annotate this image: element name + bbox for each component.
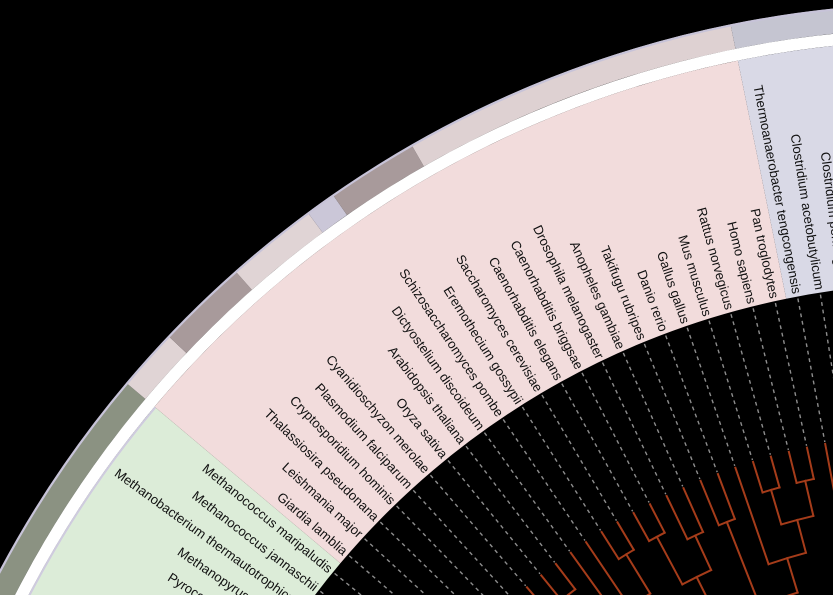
branch-leaf-11[interactable] (539, 573, 561, 595)
branch-leaf-25[interactable] (769, 455, 781, 489)
leaf-connector-6 (364, 538, 427, 595)
dashed-connector-lines (319, 294, 833, 595)
cladogram-branches (525, 442, 833, 595)
branch-internal[interactable] (655, 535, 684, 586)
branch-leaf-23[interactable] (734, 466, 770, 566)
branch-leaf-22[interactable] (716, 472, 737, 521)
ring-segment-0 (0, 382, 146, 595)
branch-leaf-19[interactable] (665, 494, 689, 541)
leaf-connector-14 (502, 419, 586, 541)
leaf-connector-8 (396, 505, 484, 595)
branch-leaf-14[interactable] (584, 540, 630, 595)
wedge-eukaryota (154, 60, 787, 564)
leaf-connector-15 (521, 406, 602, 531)
outer-color-strip-ring (0, 8, 833, 595)
branch-internal[interactable] (695, 575, 736, 595)
branch-leaf-26[interactable] (787, 450, 798, 485)
archaea-wedge-outer-line (28, 406, 157, 595)
branch-leaf-12[interactable] (554, 562, 577, 591)
leaf-connector-5 (348, 555, 396, 595)
branch-internal[interactable] (803, 479, 815, 518)
leaf-connector-17 (561, 383, 634, 512)
branch-internal[interactable] (725, 520, 760, 595)
branch-arc[interactable] (630, 592, 652, 595)
ring-segment-3 (235, 212, 323, 290)
branch-internal[interactable] (769, 488, 783, 526)
leaf-connector-28 (797, 298, 826, 443)
leaf-connector-9 (412, 489, 510, 595)
ring-segment-2 (168, 271, 252, 354)
leaf-connector-13 (483, 432, 571, 552)
leaf-connector-26 (752, 308, 790, 451)
leaf-connector-27 (774, 302, 808, 446)
leaf-connector-20 (622, 352, 684, 487)
ring-segment-6 (411, 24, 736, 167)
branch-leaf-17[interactable] (632, 511, 651, 543)
ring-segment-5 (332, 144, 424, 216)
branch-leaf-15[interactable] (600, 530, 621, 561)
leaf-connector-21 (643, 343, 701, 480)
leaf-connector-7 (379, 521, 457, 595)
leaf-connector-19 (601, 362, 667, 495)
branch-leaf-20[interactable] (682, 486, 705, 534)
leaf-connector-29 (819, 294, 833, 379)
branch-leaf-28[interactable] (824, 442, 833, 535)
branch-leaf-13[interactable] (569, 551, 713, 595)
ring-segment-1 (126, 335, 187, 399)
branch-leaf-18[interactable] (648, 502, 667, 535)
branch-internal[interactable] (624, 553, 652, 595)
leaf-connector-4 (334, 572, 363, 595)
leaf-connector-25 (730, 313, 772, 455)
leaf-connector-16 (541, 394, 618, 521)
branch-leaf-21[interactable] (699, 479, 721, 527)
branch-internal[interactable] (796, 518, 808, 555)
leaf-connector-18 (581, 372, 650, 503)
wedge-archaea (28, 406, 341, 595)
taxonomy-wedges (28, 45, 833, 595)
ring-segment-7 (730, 8, 833, 49)
wedge-bacteria (737, 45, 833, 299)
ring-outer-border-line (0, 8, 833, 575)
branch-internal[interactable] (785, 556, 799, 594)
leaf-connector-22 (665, 335, 718, 473)
branch-leaf-24[interactable] (751, 460, 764, 494)
leaf-connector-12 (465, 445, 556, 563)
leaf-connector-24 (708, 320, 754, 461)
leaf-connector-23 (686, 327, 736, 467)
branch-leaf-27[interactable] (805, 446, 815, 481)
leaf-connector-10 (429, 474, 527, 587)
ring-segment-4 (307, 194, 347, 233)
branch-arc[interactable] (760, 591, 799, 595)
leaf-connector-11 (447, 459, 541, 575)
branch-leaf-16[interactable] (616, 520, 636, 552)
branch-internal[interactable] (693, 534, 713, 572)
